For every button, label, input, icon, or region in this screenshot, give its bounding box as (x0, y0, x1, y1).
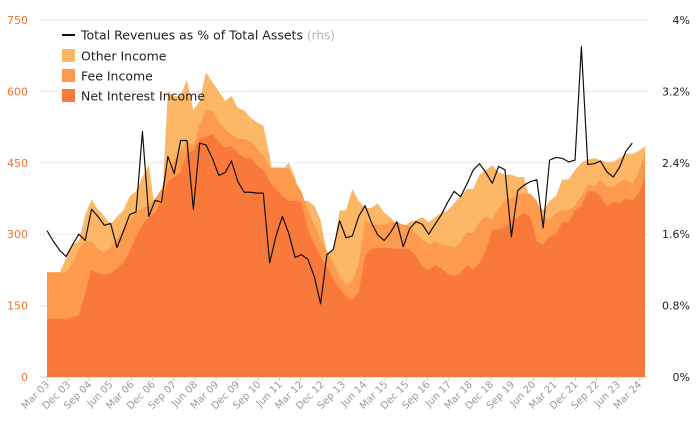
y-left-tick-label: 600 (7, 85, 28, 98)
legend-label: Fee Income (81, 69, 153, 84)
y-left-tick-label: 750 (7, 14, 28, 27)
legend-label: Other Income (81, 49, 167, 64)
legend-note: (rhs) (307, 29, 335, 43)
y-left-tick-label: 450 (7, 157, 28, 170)
y-right-tick-label: 3.2% (662, 85, 690, 98)
y-left-tick-label: 300 (7, 228, 28, 241)
legend-label: Net Interest Income (81, 89, 205, 104)
y-right-tick-label: 2.4% (662, 157, 690, 170)
legend: Total Revenues as % of Total Assets (rhs)… (62, 28, 335, 104)
legend-area-swatch (62, 89, 75, 102)
y-left-tick-label: 150 (7, 300, 28, 313)
y-right-tick-label: 1.6% (662, 228, 690, 241)
legend-area-swatch (62, 49, 75, 62)
y-left-tick-label: 0 (21, 371, 28, 384)
y-right-tick-label: 0% (673, 371, 690, 384)
legend-label: Total Revenues as % of Total Assets (rhs) (80, 28, 335, 43)
line-total-revenues-pct (46, 46, 633, 305)
y-right-tick-label: 0.8% (662, 300, 690, 313)
area-net-interest-income (47, 134, 645, 377)
legend-area-swatch (62, 69, 75, 82)
y-right-tick-label: 4% (673, 14, 690, 27)
